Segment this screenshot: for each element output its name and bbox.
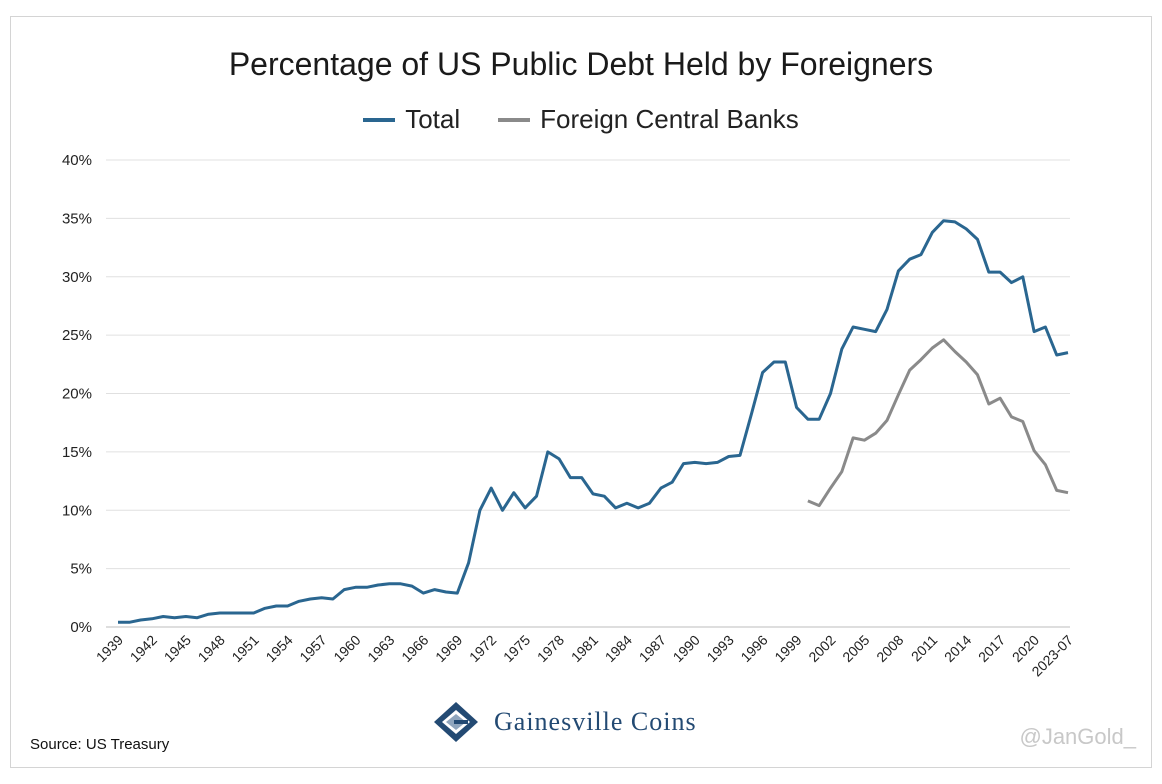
y-tick-label: 35% (62, 210, 92, 227)
x-tick-label: 1966 (398, 632, 431, 665)
y-tick-label: 10% (62, 502, 92, 519)
x-tick-label: 1951 (228, 632, 261, 665)
x-tick-label: 1957 (296, 632, 329, 665)
x-tick-label: 1972 (466, 632, 499, 665)
x-tick-label: 1948 (195, 632, 228, 665)
legend-item-central-banks: Foreign Central Banks (498, 104, 799, 135)
x-tick-label: 1942 (127, 632, 160, 665)
x-tick-label: 1993 (703, 632, 736, 665)
x-tick-label: 1945 (161, 632, 194, 665)
x-tick-label: 1996 (737, 632, 770, 665)
x-tick-label: 2008 (873, 632, 906, 665)
legend: Total Foreign Central Banks (0, 104, 1162, 135)
x-tick-label: 1963 (364, 632, 397, 665)
x-tick-label: 2014 (941, 632, 974, 665)
x-tick-label: 1999 (771, 632, 804, 665)
y-tick-label: 40% (62, 152, 92, 169)
x-tick-label: 2005 (839, 632, 872, 665)
x-tick-label: 1978 (534, 632, 567, 665)
x-tick-label: 1960 (330, 632, 363, 665)
x-tick-label: 2011 (908, 632, 941, 665)
y-tick-label: 5% (70, 561, 92, 578)
logo: Gainesville Coins (432, 700, 697, 744)
legend-item-total: Total (363, 104, 460, 135)
legend-swatch-total (363, 117, 396, 122)
x-tick-label: 2017 (975, 632, 1008, 665)
y-tick-label: 20% (62, 386, 92, 403)
series-line-total (118, 219, 1069, 624)
x-tick-label: 1981 (568, 632, 601, 665)
x-tick-label: 1969 (432, 632, 465, 665)
gainesville-coins-logo-icon (434, 702, 478, 742)
y-tick-label: 15% (62, 444, 92, 461)
legend-label-total: Total (405, 104, 461, 134)
x-tick-label: 1987 (636, 632, 669, 665)
x-tick-label: 1984 (602, 632, 635, 665)
y-tick-label: 30% (62, 269, 92, 286)
series-line-central-banks (807, 338, 1069, 508)
chart-title: Percentage of US Public Debt Held by For… (228, 46, 934, 82)
legend-swatch-central-banks (498, 117, 531, 122)
x-tick-label: 2002 (805, 632, 838, 665)
legend-label-central-banks: Foreign Central Banks (540, 104, 799, 134)
y-tick-label: 25% (62, 327, 92, 344)
y-tick-label: 0% (70, 619, 92, 636)
x-tick-label: 1939 (93, 632, 126, 665)
x-tick-label: 1990 (670, 632, 703, 665)
x-tick-label: 1954 (262, 632, 295, 665)
logo-text: Gainesville Coins (494, 707, 697, 736)
source-note: Source: US Treasury (30, 736, 170, 753)
watermark: @JanGold_ (1019, 724, 1136, 749)
chart-frame (10, 16, 1152, 768)
x-tick-label: 1975 (500, 632, 533, 665)
